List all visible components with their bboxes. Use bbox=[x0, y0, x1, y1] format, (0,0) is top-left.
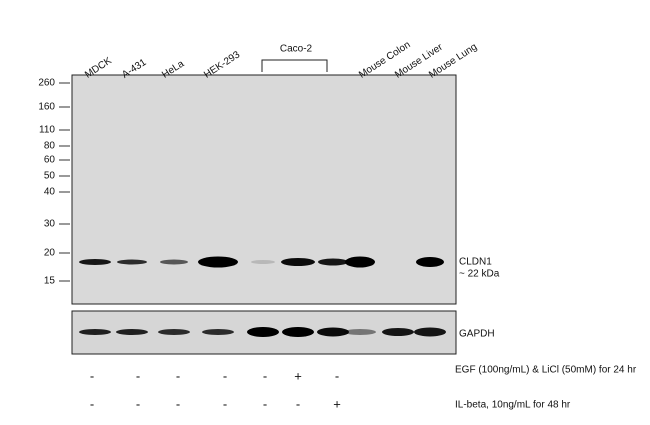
control-band bbox=[202, 329, 234, 335]
treatment-sign: - bbox=[176, 396, 180, 411]
treatment-sign: - bbox=[136, 396, 140, 411]
marker-label: 160 bbox=[38, 102, 55, 113]
marker-label: 80 bbox=[44, 141, 56, 152]
target-band bbox=[79, 259, 111, 265]
treatment-sign: - bbox=[90, 396, 94, 411]
marker-label: 110 bbox=[39, 125, 55, 136]
target-band bbox=[281, 258, 315, 266]
marker-label: 15 bbox=[44, 276, 56, 287]
marker-label: 40 bbox=[44, 187, 56, 198]
treatment-sign: - bbox=[263, 396, 267, 411]
treatment-sign: - bbox=[223, 368, 227, 383]
marker-label: 260 bbox=[38, 78, 55, 89]
main-blot bbox=[71, 74, 457, 305]
group-label: Caco-2 bbox=[280, 44, 313, 55]
control-band bbox=[414, 327, 446, 337]
target-band bbox=[117, 259, 147, 265]
control-band bbox=[317, 327, 349, 337]
treatment-sign: - bbox=[176, 368, 180, 383]
control-band bbox=[344, 329, 376, 335]
treatment-label: IL-beta, 10ng/mL for 48 hr bbox=[455, 400, 571, 411]
control-band bbox=[247, 327, 279, 337]
treatment-sign: + bbox=[294, 368, 302, 383]
marker-label: 20 bbox=[44, 248, 56, 259]
treatment-sign: - bbox=[296, 396, 300, 411]
target-band bbox=[251, 260, 275, 264]
marker-label: 60 bbox=[44, 155, 56, 166]
control-band bbox=[116, 329, 148, 335]
treatment-label: EGF (100ng/mL) & LiCl (50mM) for 24 hr bbox=[455, 365, 637, 376]
control-band bbox=[158, 329, 190, 335]
target-band bbox=[318, 258, 348, 266]
control-name: GAPDH bbox=[459, 329, 495, 340]
control-band bbox=[282, 327, 314, 337]
treatment-sign: - bbox=[335, 368, 339, 383]
marker-label: 50 bbox=[44, 171, 56, 182]
control-band bbox=[79, 329, 111, 335]
treatment-sign: - bbox=[90, 368, 94, 383]
target-band bbox=[416, 257, 444, 267]
treatment-sign: - bbox=[136, 368, 140, 383]
treatment-sign: - bbox=[263, 368, 267, 383]
group-bracket bbox=[261, 59, 328, 72]
treatment-sign: - bbox=[223, 396, 227, 411]
target-band bbox=[160, 259, 188, 265]
target-size: ~ 22 kDa bbox=[459, 269, 500, 280]
control-band bbox=[382, 328, 414, 336]
target-band bbox=[198, 256, 238, 268]
treatment-sign: + bbox=[333, 396, 341, 411]
target-band bbox=[345, 256, 375, 268]
target-name: CLDN1 bbox=[459, 257, 492, 268]
marker-label: 30 bbox=[44, 219, 56, 230]
